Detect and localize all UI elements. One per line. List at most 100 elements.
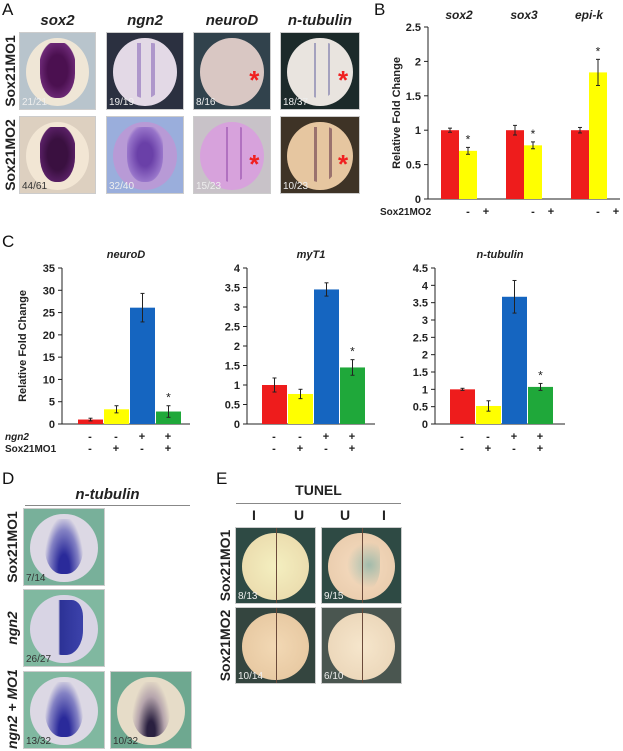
embryo-image-sox21mo2-sox2: 44/61 <box>19 116 96 194</box>
embryo-picture <box>26 37 89 106</box>
stain-pattern <box>45 519 83 574</box>
y-tick-label: 2 <box>415 56 421 68</box>
row-label-d-0: Sox21MO1 <box>4 511 20 583</box>
condition-mark: - <box>531 206 535 218</box>
embryo-picture <box>30 676 98 745</box>
significance-asterisk: * <box>166 391 171 405</box>
embryo-image-d-sox21mo1: 7/14 <box>23 508 105 586</box>
embryo-count: 15/23 <box>196 181 222 192</box>
panel-label-e: E <box>216 469 228 488</box>
y-tick-label: 0 <box>422 419 428 431</box>
condition-mark: + <box>113 443 119 455</box>
stain-pattern <box>45 600 83 655</box>
condition-mark: - <box>324 443 328 455</box>
column-header-uninjected: U <box>294 507 305 523</box>
embryo-count: 10/23 <box>283 181 309 192</box>
condition-mark: + <box>485 443 491 455</box>
y-tick-label: 3.5 <box>225 283 240 295</box>
condition-mark: + <box>139 431 145 443</box>
embryo-image-d-ngn2-mo1-a: 13/32 <box>23 671 105 749</box>
condition-mark: - <box>272 443 276 455</box>
condition-mark: - <box>272 431 276 443</box>
injection-midline <box>275 528 277 603</box>
gene-title-sox2: sox2 <box>445 8 473 22</box>
condition-mark: - <box>466 206 470 218</box>
column-header-neuroD: neuroD <box>205 12 259 29</box>
y-tick-label: 0 <box>415 194 421 206</box>
embryo-picture <box>200 121 264 190</box>
stain-pattern <box>342 537 381 592</box>
condition-label-sox21mo2: Sox21MO2 <box>380 207 432 218</box>
stain-pattern <box>127 127 163 182</box>
injection-midline <box>361 608 363 683</box>
embryo-count: 19/19 <box>109 97 135 108</box>
column-header-injected: I <box>382 507 386 523</box>
stain-pattern <box>127 43 163 98</box>
y-tick-label: 2.5 <box>406 22 421 34</box>
y-tick-label: 15 <box>43 352 55 364</box>
y-tick-label: 30 <box>43 285 55 297</box>
embryo-count: 6/10 <box>324 671 344 682</box>
embryo-image-e-mo2-a: 10/14 <box>235 607 316 684</box>
embryo-picture <box>113 121 177 190</box>
embryo-picture <box>30 594 98 663</box>
condition-mark: + <box>537 443 543 455</box>
column-header-sox2: sox2 <box>40 12 75 29</box>
stain-pattern <box>132 682 170 737</box>
red-asterisk: * <box>337 65 349 96</box>
condition-label-ngn2: ngn2 <box>5 432 29 443</box>
panel-label-d: D <box>2 469 15 488</box>
y-tick-label: 1.5 <box>406 91 421 103</box>
y-tick-label: 0.5 <box>225 400 240 412</box>
stain-pattern <box>45 682 83 737</box>
y-tick-label: 10 <box>43 374 55 386</box>
column-header-uninjected: U <box>340 507 351 523</box>
y-tick-label: 5 <box>49 397 55 409</box>
bar <box>441 130 459 199</box>
embryo-picture <box>242 612 309 680</box>
y-tick-label: 2.5 <box>413 332 428 344</box>
condition-mark: + <box>511 431 517 443</box>
condition-mark: - <box>114 431 118 443</box>
embryo-count: 13/32 <box>26 736 52 747</box>
condition-mark: - <box>88 443 92 455</box>
y-tick-label: 0 <box>234 419 240 431</box>
y-tick-label: 1.5 <box>225 361 240 373</box>
y-tick-label: 2 <box>234 341 240 353</box>
column-header-n-tubulin: n-tubulin <box>287 12 353 29</box>
embryo-image-d-ngn2: 26/27 <box>23 589 105 667</box>
panel-label-c: C <box>2 232 15 251</box>
bar <box>314 289 339 424</box>
embryo-picture <box>200 37 264 106</box>
row-label-d-1: ngn2 <box>4 611 20 645</box>
stain-pattern <box>214 127 250 182</box>
bar <box>78 419 103 424</box>
embryo-image-d-ngn2-mo1-b: 10/32 <box>110 671 192 749</box>
embryo-image-sox21mo1-n-tubulin: * 18/37 <box>280 32 360 110</box>
y-tick-label: 4 <box>422 280 429 292</box>
bar <box>524 145 542 199</box>
bar <box>450 389 475 424</box>
y-tick-label: 3 <box>234 302 240 314</box>
column-header-injected: I <box>252 507 256 523</box>
significance-asterisk: * <box>596 44 601 58</box>
embryo-picture <box>242 532 309 600</box>
bar <box>589 72 607 199</box>
condition-mark: + <box>349 431 355 443</box>
condition-mark: - <box>512 443 516 455</box>
embryo-image-sox21mo1-sox2: 21/21 <box>19 32 96 110</box>
bar <box>476 405 501 424</box>
y-tick-label: 2 <box>422 350 428 362</box>
y-tick-label: 2.5 <box>225 322 240 334</box>
injection-midline <box>361 528 363 603</box>
y-tick-label: 25 <box>43 308 55 320</box>
embryo-count: 7/14 <box>26 573 46 584</box>
y-tick-label: 20 <box>43 330 55 342</box>
condition-mark: - <box>460 431 464 443</box>
condition-mark: + <box>548 206 554 218</box>
embryo-picture <box>26 121 89 190</box>
stain-pattern <box>39 127 76 182</box>
y-tick-label: 1 <box>234 380 240 392</box>
embryo-count: 8/16 <box>196 97 216 108</box>
stain-pattern <box>39 43 76 98</box>
